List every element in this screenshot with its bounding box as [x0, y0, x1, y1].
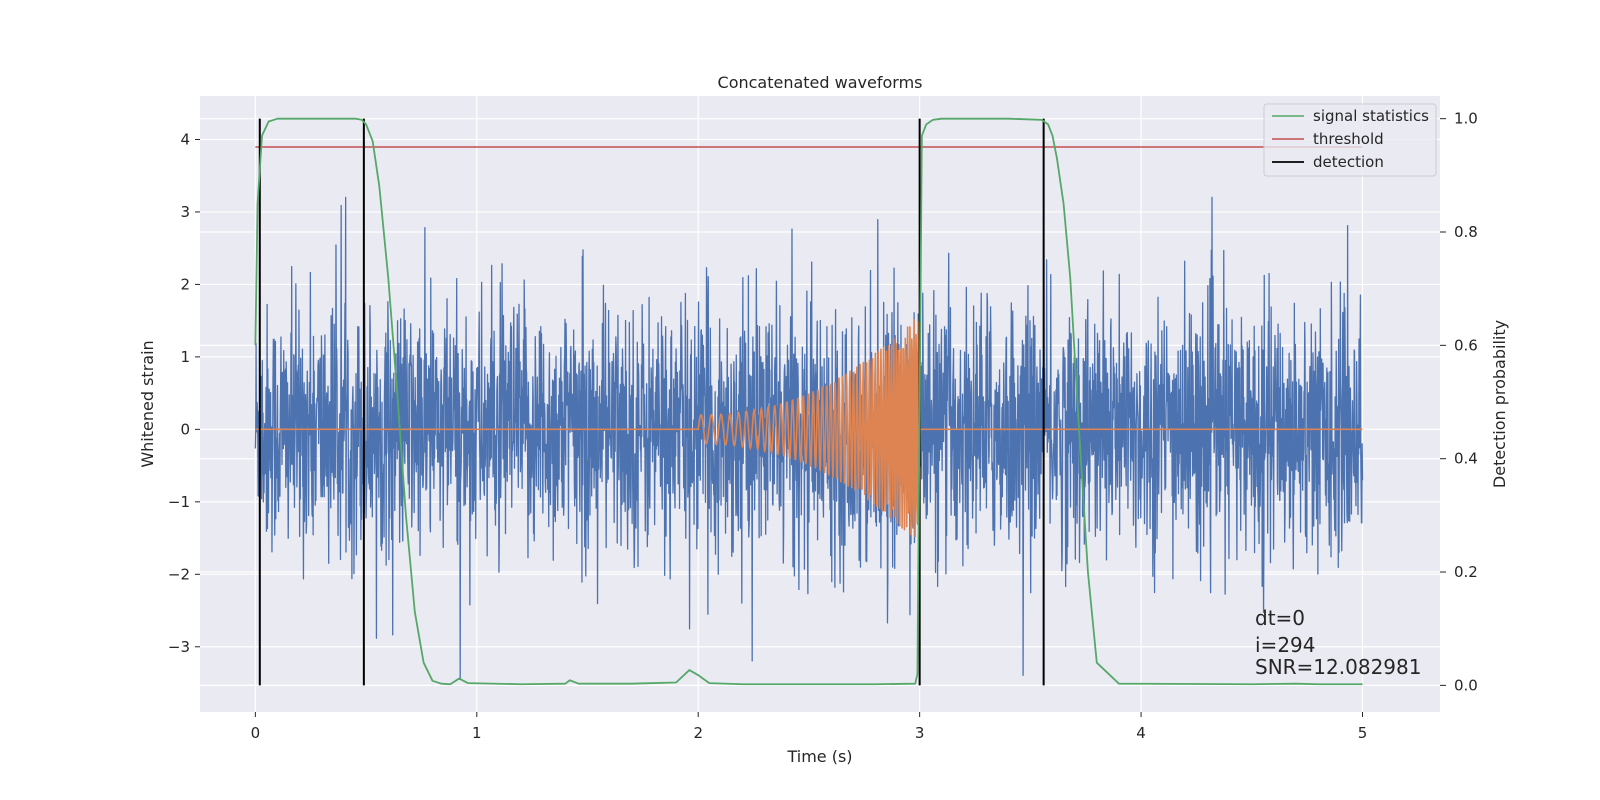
y2-tick-label: 0.8: [1454, 223, 1478, 241]
legend: signal statistics threshold detection: [1263, 103, 1437, 177]
x-tick-label: 1: [472, 724, 482, 742]
y2-tick-label: 0.4: [1454, 450, 1478, 468]
annotation-text: SNR=12.082981: [1255, 655, 1421, 679]
annotation-text: dt=0: [1255, 606, 1305, 630]
legend-label-threshold: threshold: [1313, 130, 1384, 148]
x-tick-label: 5: [1358, 724, 1368, 742]
y-tick-label: −1: [168, 493, 190, 511]
annotation-text: i=294: [1255, 633, 1316, 657]
x-tick-label: 4: [1136, 724, 1146, 742]
x-tick-label: 3: [915, 724, 925, 742]
y-tick-label: 3: [180, 203, 190, 221]
y-tick-label: −2: [168, 565, 190, 583]
legend-frame: [1263, 103, 1437, 177]
y2-axis-ticks: 0.0 0.2 0.4 0.6 0.8 1.0: [1440, 110, 1478, 694]
legend-label-detection: detection: [1313, 153, 1384, 171]
y2-tick-label: 0.2: [1454, 563, 1478, 581]
y-tick-label: 0: [180, 420, 190, 438]
legend-label-signal-statistics: signal statistics: [1313, 107, 1429, 125]
series-signal-statistics-line: [254, 117, 1363, 686]
x-axis-ticks: 0 1 2 3 4 5: [251, 712, 1368, 742]
y2-axis-label: Detection probability: [1490, 320, 1509, 488]
y2-tick-label: 0.6: [1454, 336, 1478, 354]
chart-title: Concatenated waveforms: [718, 73, 923, 92]
x-axis-label: Time (s): [786, 747, 852, 766]
x-tick-label: 2: [693, 724, 703, 742]
y-tick-label: 1: [180, 348, 190, 366]
y2-tick-label: 0.0: [1454, 676, 1478, 694]
series-chirp-line: [255, 319, 1363, 545]
series-layer: [254, 117, 1364, 686]
y-axis-label: Whitened strain: [138, 340, 157, 467]
y-axis-ticks: −3 −2 −1 0 1 2 3 4: [168, 130, 200, 656]
y2-tick-label: 1.0: [1454, 110, 1478, 128]
x-tick-label: 0: [251, 724, 261, 742]
y-tick-label: −3: [168, 638, 190, 656]
series-whitened-strain-line: [254, 196, 1364, 681]
y-tick-label: 2: [180, 275, 190, 293]
y-tick-label: 4: [180, 130, 190, 148]
